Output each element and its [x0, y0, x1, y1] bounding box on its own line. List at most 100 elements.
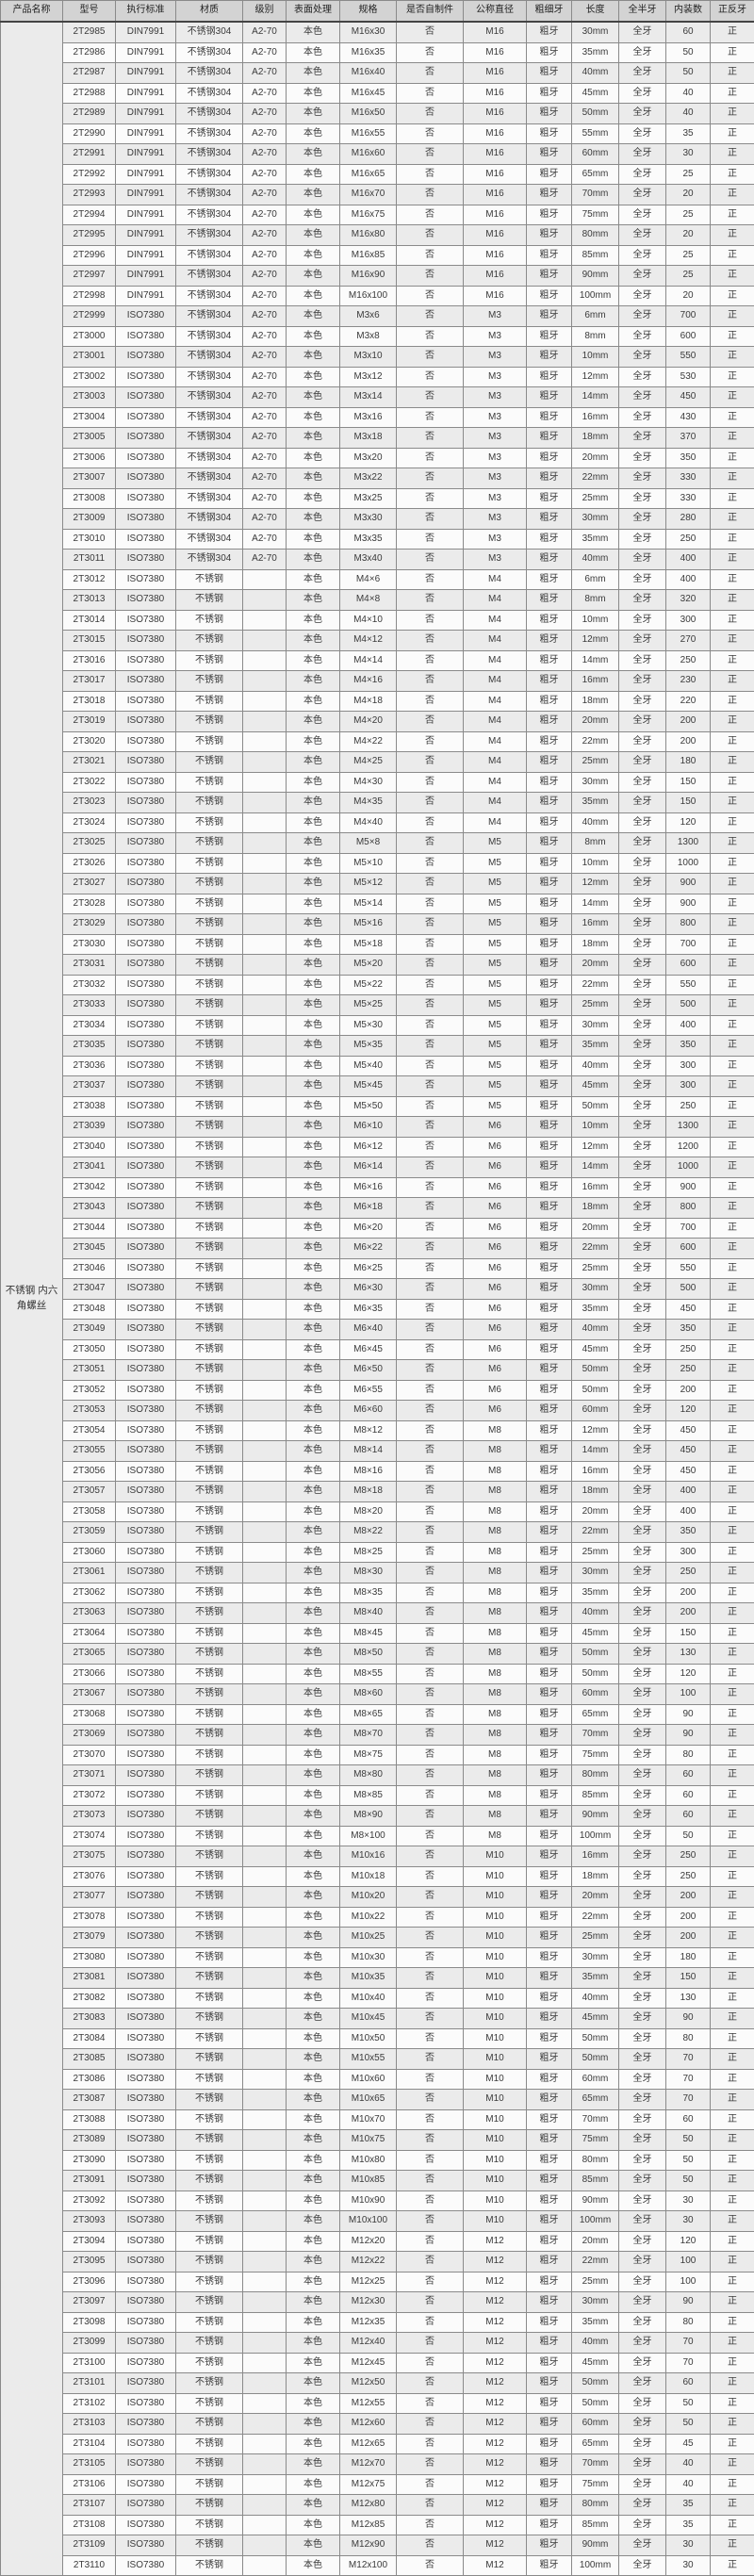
cell-self-made: 否 — [397, 1137, 464, 1157]
cell-model: 2T3009 — [63, 509, 116, 530]
cell-grade — [243, 1258, 287, 1279]
cell-thread-pitch: 粗牙 — [527, 1339, 572, 1360]
cell-self-made: 否 — [397, 1117, 464, 1138]
cell-surface-treatment: 本色 — [287, 104, 340, 124]
cell-thread-direction: 正 — [711, 874, 754, 894]
cell-thread-pitch: 粗牙 — [527, 1623, 572, 1644]
cell-grade — [243, 1198, 287, 1219]
cell-material: 不锈钢 — [176, 1015, 243, 1036]
cell-material: 不锈钢 — [176, 1785, 243, 1806]
cell-length: 10mm — [572, 347, 619, 368]
cell-model: 2T3010 — [63, 529, 116, 550]
cell-model: 2T2993 — [63, 185, 116, 205]
cell-thread-coverage: 全牙 — [619, 752, 666, 773]
cell-length: 12mm — [572, 367, 619, 387]
cell-thread-pitch: 粗牙 — [527, 874, 572, 894]
cell-model: 2T3071 — [63, 1765, 116, 1786]
cell-nominal-diameter: M3 — [464, 428, 527, 449]
cell-thread-pitch: 粗牙 — [527, 1664, 572, 1684]
cell-model: 2T3034 — [63, 1015, 116, 1036]
cell-thread-pitch: 粗牙 — [527, 2211, 572, 2232]
cell-thread-pitch: 粗牙 — [527, 1360, 572, 1381]
cell-length: 35mm — [572, 1036, 619, 1057]
cell-thread-pitch: 粗牙 — [527, 1239, 572, 1259]
cell-spec: M8×16 — [340, 1461, 397, 1482]
cell-nominal-diameter: M16 — [464, 42, 527, 63]
cell-material: 不锈钢304 — [176, 164, 243, 185]
cell-grade — [243, 1239, 287, 1259]
cell-thread-coverage: 全牙 — [619, 1258, 666, 1279]
cell-nominal-diameter: M12 — [464, 2272, 527, 2292]
cell-grade — [243, 1157, 287, 1178]
cell-spec: M5×18 — [340, 934, 397, 955]
cell-pack-qty: 250 — [666, 1846, 711, 1867]
cell-thread-coverage: 全牙 — [619, 1846, 666, 1867]
cell-grade — [243, 1299, 287, 1320]
cell-thread-direction: 正 — [711, 590, 754, 611]
cell-pack-qty: 60 — [666, 1785, 711, 1806]
cell-surface-treatment: 本色 — [287, 1907, 340, 1928]
cell-thread-coverage: 全牙 — [619, 1968, 666, 1989]
cell-self-made: 否 — [397, 468, 464, 489]
cell-thread-direction: 正 — [711, 1684, 754, 1705]
cell-nominal-diameter: M6 — [464, 1401, 527, 1421]
cell-standard: ISO7380 — [116, 2009, 176, 2029]
cell-material: 不锈钢 — [176, 1806, 243, 1827]
cell-surface-treatment: 本色 — [287, 1441, 340, 1462]
cell-grade: A2-70 — [243, 104, 287, 124]
cell-thread-direction: 正 — [711, 1420, 754, 1441]
cell-standard: ISO7380 — [116, 650, 176, 671]
cell-material: 不锈钢 — [176, 2535, 243, 2556]
cell-spec: M16x40 — [340, 63, 397, 84]
cell-surface-treatment: 本色 — [287, 1806, 340, 1827]
cell-spec: M16x45 — [340, 83, 397, 104]
cell-thread-direction: 正 — [711, 529, 754, 550]
cell-self-made: 否 — [397, 1015, 464, 1036]
cell-nominal-diameter: M3 — [464, 367, 527, 387]
cell-material: 不锈钢 — [176, 793, 243, 813]
cell-model: 2T3047 — [63, 1279, 116, 1300]
cell-surface-treatment: 本色 — [287, 2292, 340, 2313]
cell-grade — [243, 2555, 287, 2576]
cell-grade — [243, 1826, 287, 1846]
cell-thread-direction: 正 — [711, 2130, 754, 2151]
cell-material: 不锈钢 — [176, 2495, 243, 2516]
cell-nominal-diameter: M12 — [464, 2454, 527, 2475]
cell-thread-direction: 正 — [711, 1117, 754, 1138]
cell-material: 不锈钢 — [176, 853, 243, 874]
cell-thread-direction: 正 — [711, 2190, 754, 2211]
cell-thread-direction: 正 — [711, 2252, 754, 2272]
cell-standard: DIN7991 — [116, 205, 176, 225]
cell-standard: ISO7380 — [116, 1339, 176, 1360]
cell-spec: M5×45 — [340, 1076, 397, 1097]
cell-thread-coverage: 全牙 — [619, 1299, 666, 1320]
cell-self-made: 否 — [397, 772, 464, 793]
cell-length: 50mm — [572, 2049, 619, 2070]
cell-standard: ISO7380 — [116, 569, 176, 590]
cell-self-made: 否 — [397, 509, 464, 530]
cell-standard: DIN7991 — [116, 22, 176, 42]
cell-length: 18mm — [572, 428, 619, 449]
cell-material: 不锈钢 — [176, 2252, 243, 2272]
cell-pack-qty: 600 — [666, 1239, 711, 1259]
cell-model: 2T3008 — [63, 488, 116, 509]
cell-standard: ISO7380 — [116, 1299, 176, 1320]
cell-spec: M3x10 — [340, 347, 397, 368]
cell-thread-coverage: 全牙 — [619, 1117, 666, 1138]
cell-spec: M10x70 — [340, 2109, 397, 2130]
cell-spec: M4×22 — [340, 731, 397, 752]
cell-nominal-diameter: M5 — [464, 955, 527, 976]
cell-grade — [243, 2292, 287, 2313]
cell-thread-direction: 正 — [711, 1988, 754, 2009]
cell-thread-pitch: 粗牙 — [527, 1299, 572, 1320]
cell-nominal-diameter: M8 — [464, 1623, 527, 1644]
cell-spec: M6×25 — [340, 1258, 397, 1279]
